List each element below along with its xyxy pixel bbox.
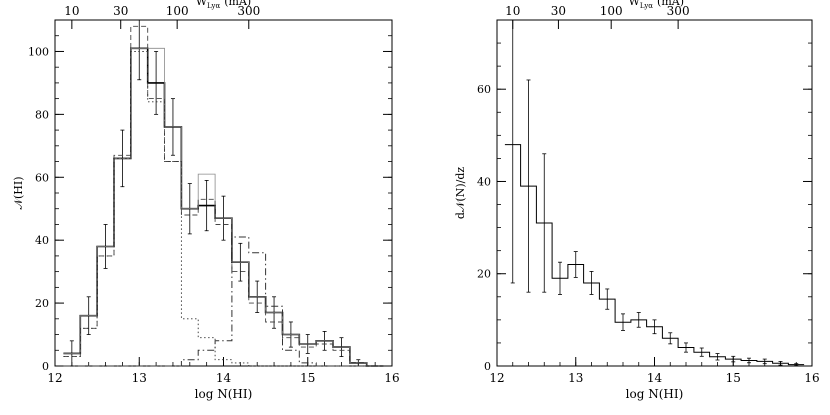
left-chart-top-tick-label: 30 (113, 4, 128, 18)
right-chart-top-tick-label: 300 (667, 4, 690, 18)
left-chart-frame (54, 19, 393, 367)
right-chart-y-axis-label: d𝒩(N)/dz (454, 167, 467, 220)
left-chart-top-tick-label: 300 (237, 4, 260, 18)
left-chart-top-axis-label: WLyα (mÅ) (196, 0, 252, 10)
left-chart-x-tick-label: 15 (300, 371, 315, 385)
right-chart-x-tick-label: 13 (568, 371, 583, 385)
left-chart-x-tick-label: 14 (216, 371, 232, 385)
right-chart-top-tick-label: 100 (600, 4, 623, 18)
right-chart-ticks: 12 13 14 15 16 0 20 40 60 10 30 100 300 (477, 4, 820, 385)
right-chart-top-tick-label: 10 (505, 4, 520, 18)
left-chart-y-tick-label: 40 (35, 234, 49, 247)
left-chart-y-tick-label: 20 (35, 297, 49, 310)
right-chart-x-tick-label: 15 (726, 371, 741, 385)
right-chart-series (504, 20, 805, 366)
left-chart-panel: 12 13 14 15 16 0 20 40 60 80 100 10 30 100 300 log N(H… (12, 0, 400, 401)
left-chart-x-tick-label: 12 (47, 371, 62, 385)
left-chart-x-axis-label: log N(HI) (195, 387, 253, 401)
left-chart-x-tick-label: 16 (384, 371, 399, 385)
right-chart-top-label-main: W (629, 0, 641, 8)
left-chart-x-tick-label: 13 (132, 371, 147, 385)
left-chart-series-dashed (63, 25, 384, 367)
right-chart-top-label-sub: Lyα (640, 2, 653, 10)
right-chart-top-axis-label: WLyα (mÅ) (629, 0, 685, 10)
left-chart-y-tick-label: 60 (35, 171, 49, 184)
left-chart-series-dash-dot (63, 236, 384, 367)
left-chart-top-label-unit: (mÅ) (224, 0, 251, 8)
right-chart-y-tick-label: 40 (477, 175, 491, 188)
left-chart-ticks: 12 13 14 15 16 0 20 40 60 80 100 10 30 100 300 (28, 4, 400, 385)
left-chart-y-tick-label: 100 (28, 45, 49, 58)
right-chart-x-tick-label: 16 (804, 371, 819, 385)
right-chart-top-label-unit: (mÅ) (657, 0, 684, 8)
right-chart-y-tick-label: 0 (484, 360, 491, 373)
right-chart-x-tick-label: 14 (647, 371, 663, 385)
left-chart-top-label-sub: Lyα (207, 2, 220, 10)
left-chart-y-tick-label: 0 (42, 360, 49, 373)
left-chart-series (63, 20, 384, 367)
left-chart-y-axis-label: 𝒩(HI) (12, 176, 25, 209)
right-chart-x-axis-label: log N(HI) (626, 387, 684, 401)
left-chart-y-tick-label: 80 (35, 108, 49, 121)
right-chart-y-tick-label: 20 (477, 268, 491, 281)
left-chart-top-tick-label: 100 (166, 4, 189, 18)
right-chart-y-tick-label: 60 (477, 83, 491, 96)
left-chart-top-label-main: W (196, 0, 208, 8)
left-chart-top-tick-label: 10 (64, 4, 79, 18)
right-chart-x-tick-label: 12 (489, 371, 504, 385)
right-chart-panel: 12 13 14 15 16 0 20 40 60 10 30 100 300 log N(HI) d𝒩… (454, 0, 820, 401)
right-chart-top-tick-label: 30 (551, 4, 566, 18)
